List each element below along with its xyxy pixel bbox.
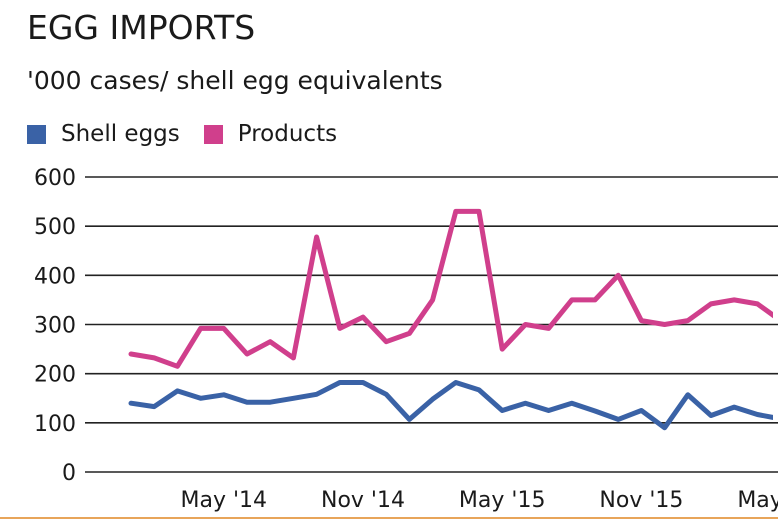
bottom-divider — [0, 517, 778, 519]
chart-legend: Shell eggs Products — [27, 121, 361, 147]
legend-label-products: Products — [237, 121, 338, 147]
y-tick-label: 500 — [34, 215, 76, 240]
series-line-products — [128, 208, 773, 369]
series-line-shell-eggs — [128, 380, 773, 431]
chart-title: EGG IMPORTS — [27, 8, 256, 47]
y-tick-label: 300 — [34, 314, 76, 339]
x-tick-label: Nov '14 — [321, 488, 405, 513]
legend-swatch-products — [203, 124, 223, 144]
x-tick-label: May '16 — [737, 488, 778, 513]
x-tick-label: May '14 — [181, 488, 268, 513]
x-tick-label: Nov '15 — [599, 488, 683, 513]
legend-swatch-shell-eggs — [27, 124, 46, 144]
y-tick-label: 600 — [34, 166, 76, 191]
legend-item-shell-eggs: Shell eggs — [27, 121, 180, 147]
y-tick-label: 100 — [34, 412, 76, 437]
x-tick-label: May '15 — [459, 488, 546, 513]
legend-item-products: Products — [203, 121, 338, 147]
y-tick-label: 200 — [34, 363, 76, 388]
y-tick-label: 0 — [62, 461, 76, 486]
y-tick-label: 400 — [34, 264, 76, 289]
legend-label-shell-eggs: Shell eggs — [61, 121, 180, 147]
chart-subtitle: '000 cases/ shell egg equivalents — [27, 66, 443, 95]
